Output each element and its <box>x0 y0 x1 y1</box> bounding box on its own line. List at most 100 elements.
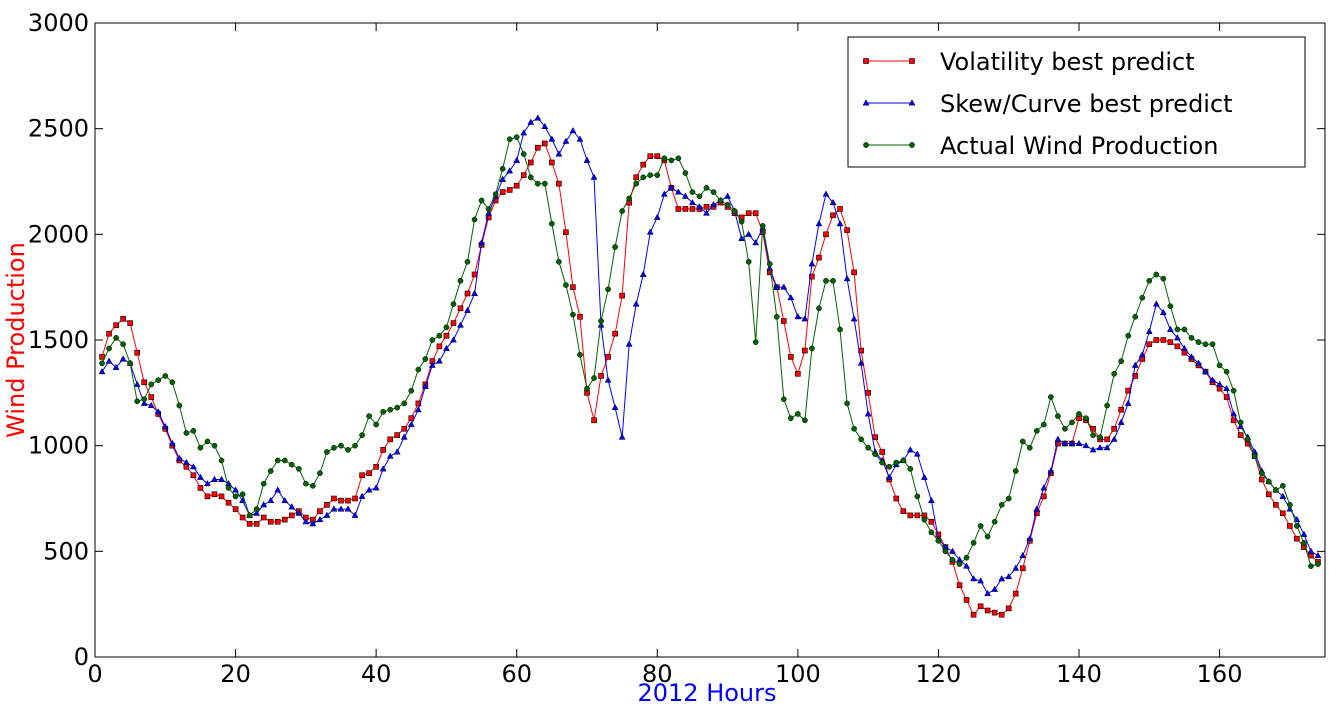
marker <box>577 313 583 320</box>
marker <box>112 363 120 370</box>
marker <box>1173 334 1181 341</box>
marker <box>443 332 450 339</box>
marker <box>598 318 604 324</box>
marker <box>471 289 478 296</box>
marker <box>963 562 970 569</box>
marker <box>591 375 597 381</box>
marker <box>345 447 351 453</box>
marker <box>1287 501 1293 508</box>
marker <box>787 415 794 422</box>
marker <box>225 485 232 491</box>
marker <box>1132 373 1139 379</box>
marker <box>928 529 935 536</box>
marker <box>1118 358 1125 364</box>
marker <box>408 387 415 394</box>
marker <box>1019 565 1026 572</box>
marker <box>710 189 717 195</box>
legend-label: Volatility best predict <box>940 48 1195 76</box>
y-tick-label: 1000 <box>28 432 89 460</box>
marker <box>435 357 443 364</box>
marker <box>646 228 654 235</box>
marker <box>274 518 281 525</box>
marker <box>928 518 935 525</box>
marker <box>182 458 190 466</box>
marker <box>190 472 197 479</box>
marker <box>520 172 527 178</box>
marker <box>1287 523 1293 529</box>
marker <box>295 509 303 516</box>
x-axis-label: 2012 Hours <box>637 679 776 707</box>
marker <box>879 449 886 455</box>
marker <box>373 463 379 470</box>
marker <box>288 512 295 519</box>
x-tick-label: 100 <box>775 660 821 688</box>
marker <box>380 409 387 415</box>
marker <box>865 390 871 396</box>
marker <box>1265 478 1272 485</box>
marker <box>1167 339 1174 345</box>
marker <box>562 137 570 144</box>
marker <box>1033 505 1041 512</box>
marker <box>534 144 541 151</box>
marker <box>492 191 499 198</box>
marker <box>232 486 239 493</box>
marker <box>239 491 246 498</box>
marker <box>780 396 787 403</box>
marker <box>267 468 274 474</box>
marker <box>534 180 541 187</box>
marker <box>155 377 162 384</box>
marker <box>1230 387 1237 394</box>
marker <box>717 197 724 204</box>
marker <box>682 206 689 212</box>
marker <box>168 439 176 447</box>
x-tick-label: 0 <box>87 660 102 688</box>
marker <box>886 463 893 470</box>
marker <box>1258 476 1265 483</box>
marker <box>858 436 864 443</box>
marker <box>1110 435 1118 442</box>
marker <box>780 318 787 324</box>
marker <box>338 497 344 504</box>
marker <box>337 505 345 512</box>
marker <box>675 206 682 212</box>
marker <box>372 484 380 491</box>
marker <box>907 466 914 472</box>
marker <box>414 406 422 413</box>
marker <box>400 433 408 440</box>
marker <box>1089 446 1097 453</box>
marker <box>1279 482 1286 489</box>
marker <box>520 151 527 157</box>
marker <box>1272 487 1279 493</box>
marker <box>1314 551 1322 559</box>
marker <box>865 444 871 451</box>
marker <box>246 512 253 519</box>
marker <box>802 347 808 354</box>
marker <box>415 400 422 407</box>
x-tick-label: 120 <box>916 660 962 688</box>
marker <box>640 161 647 168</box>
marker <box>829 198 837 206</box>
marker <box>190 428 197 434</box>
marker <box>1118 406 1124 413</box>
y-tick-label: 500 <box>43 537 89 565</box>
marker <box>956 582 963 588</box>
marker <box>556 180 562 187</box>
marker <box>660 190 668 197</box>
marker <box>1041 421 1047 428</box>
marker <box>288 503 296 510</box>
marker <box>1230 417 1237 424</box>
marker <box>393 448 401 455</box>
marker <box>260 501 268 508</box>
marker <box>120 341 126 348</box>
series <box>99 134 1321 569</box>
marker <box>844 227 850 233</box>
marker <box>1307 547 1315 554</box>
marker <box>387 406 394 413</box>
marker <box>661 155 668 162</box>
marker <box>556 258 562 265</box>
marker <box>703 204 710 210</box>
marker <box>908 99 916 106</box>
marker <box>563 229 569 236</box>
marker <box>689 206 696 212</box>
